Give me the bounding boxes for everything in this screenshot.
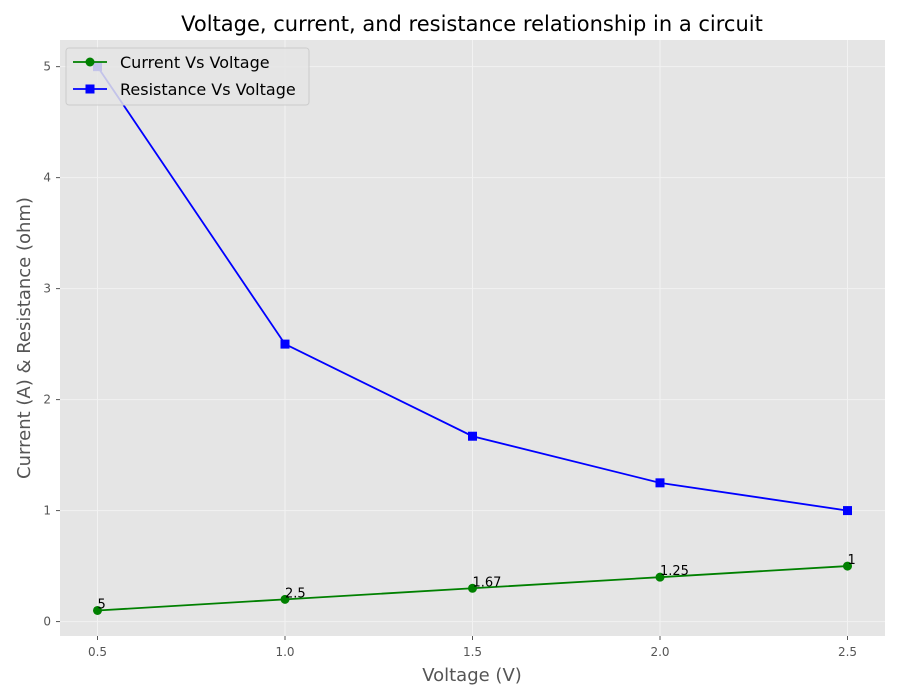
data-point xyxy=(468,583,477,593)
y-axis-label: Current (A) & Resistance (ohm) xyxy=(14,197,35,479)
data-label: 2.5 xyxy=(285,586,306,601)
grid xyxy=(60,40,885,636)
data-point xyxy=(843,561,852,571)
y-tick-label: 2 xyxy=(43,393,51,407)
legend-items: Current Vs Voltage Resistance Vs Voltage xyxy=(73,53,296,99)
data-label: 1 xyxy=(848,553,856,568)
data-labels: 5 2.5 1.67 1.25 1 xyxy=(98,553,856,612)
x-tick-label: 2.0 xyxy=(650,645,669,659)
x-axis-label: Voltage (V) xyxy=(422,665,522,686)
data-point xyxy=(843,506,852,516)
x-tick-label: 2.5 xyxy=(838,645,857,659)
x-tick-label: 1.0 xyxy=(275,645,294,659)
data-label: 1.67 xyxy=(473,575,502,590)
legend-label: Resistance Vs Voltage xyxy=(120,80,296,99)
data-point xyxy=(655,572,665,582)
legend-marker xyxy=(85,57,95,67)
legend-marker xyxy=(85,84,95,94)
data-point xyxy=(655,478,665,488)
data-label: 1.25 xyxy=(660,564,689,579)
y-tick-label: 0 xyxy=(43,615,51,629)
legend-item: Current Vs Voltage xyxy=(73,53,270,72)
y-tick-label: 5 xyxy=(43,60,51,74)
series-current xyxy=(93,561,852,615)
data-label: 5 xyxy=(98,597,106,612)
y-tick-label: 3 xyxy=(43,282,51,296)
x-tick-label: 0.5 xyxy=(88,645,107,659)
legend-item: Resistance Vs Voltage xyxy=(73,80,296,99)
x-tick-label: 1.5 xyxy=(463,645,482,659)
legend-label: Current Vs Voltage xyxy=(120,53,270,72)
axes: 0.5 1.0 1.5 2.0 2.5 0 1 2 3 4 5 xyxy=(43,60,857,659)
data-point xyxy=(280,339,290,349)
data-point xyxy=(93,605,102,615)
legend: Current Vs Voltage Resistance Vs Voltage xyxy=(65,47,310,106)
data-point xyxy=(280,594,290,604)
legend-box xyxy=(65,47,310,106)
y-tick-label: 1 xyxy=(43,504,51,518)
data-point xyxy=(468,431,477,441)
y-tick-label: 4 xyxy=(43,171,51,185)
chart-title: Voltage, current, and resistance relatio… xyxy=(181,12,763,36)
